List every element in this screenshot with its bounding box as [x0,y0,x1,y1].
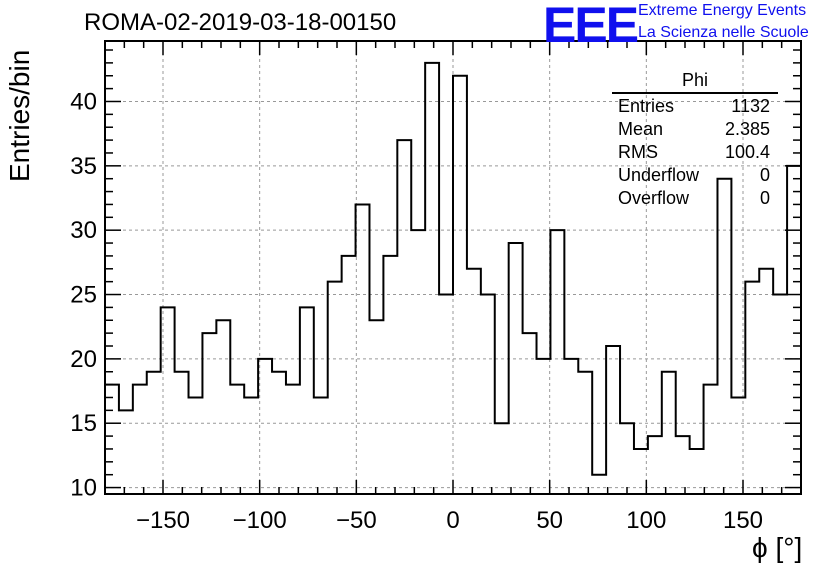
eee-logo: EEE [543,0,639,53]
stats-row: Entries 1132 [612,95,778,118]
stats-label: RMS [618,142,658,162]
x-tick-label: 100 [626,507,666,534]
stats-box: Phi Entries 1132 Mean 2.385 RMS 100.4 Un… [612,70,778,210]
y-tick-label: 30 [70,217,97,244]
stats-value: 1132 [731,96,770,116]
axis-ticks [104,41,802,494]
y-tick-label: 10 [70,475,97,502]
logo-subtitle-1: Extreme Energy Events [638,2,807,19]
x-tick-label: −150 [136,507,190,534]
x-tick-label: 150 [723,507,763,534]
stats-label: Entries [618,96,675,116]
logo-subtitle-2: La Scienza nelle Scuole [638,24,809,41]
stats-label: Underflow [618,165,700,185]
stats-label: Mean [618,119,664,139]
x-tick-label: 50 [536,507,563,534]
stats-row: Overflow 0 [612,187,778,210]
x-tick-label: 0 [446,507,459,534]
stats-row: RMS 100.4 [612,141,778,164]
y-axis-label: Entries/bin [4,49,35,182]
stats-value: 0 [759,188,770,208]
x-tick-label: −50 [336,507,377,534]
y-tick-label: 35 [70,153,97,180]
stats-row: Mean 2.385 [612,118,778,141]
y-tick-label: 40 [70,88,97,115]
stats-value: 0 [759,165,770,185]
x-tick-label: −100 [233,507,287,534]
chart-title: ROMA-02-2019-03-18-00150 [84,9,397,36]
y-tick-label: 15 [70,410,97,437]
stats-value: 100.4 [724,142,770,162]
stats-row: Underflow 0 [612,164,778,187]
stats-value: 2.385 [724,119,770,139]
x-axis-label: ϕ [°] [752,532,803,563]
axis-tick-labels: −150 −100 −50 0 50 100 150 10 15 20 25 30 35 40 [70,88,763,534]
stats-title: Phi [612,70,778,94]
y-tick-label: 20 [70,346,97,373]
histogram-series [105,61,801,476]
stats-label: Overflow [618,188,690,208]
y-tick-label: 25 [70,282,97,309]
